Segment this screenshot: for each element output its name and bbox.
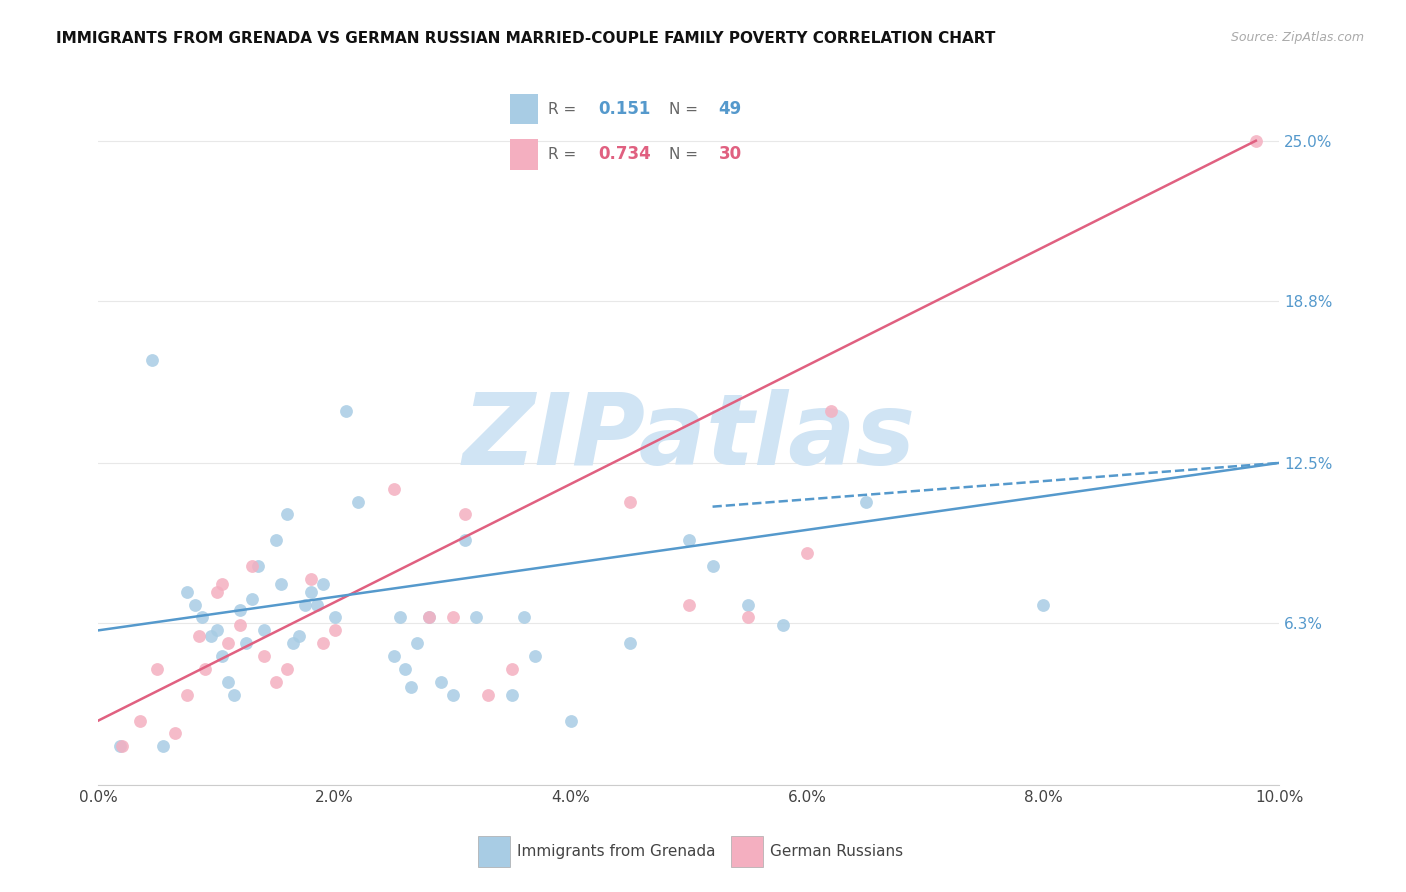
Point [312,636,335,650]
Point [323,624,346,638]
Point [288,628,311,642]
Point [224,688,246,702]
Point [205,584,228,599]
Point [524,649,547,664]
Text: ZIPatlas: ZIPatlas [463,389,915,485]
Point [418,610,440,624]
Point [1244,134,1267,148]
Text: Source: ZipAtlas.com: Source: ZipAtlas.com [1230,31,1364,45]
Point [176,688,198,702]
Text: 49: 49 [718,100,742,118]
Point [501,688,523,702]
Point [246,558,269,573]
Point [211,577,233,591]
Point [184,598,207,612]
Point [312,577,335,591]
Point [737,610,759,624]
Point [111,739,134,754]
Point [283,636,305,650]
Point [276,508,298,522]
Point [501,662,523,676]
Point [229,618,252,632]
Point [394,662,416,676]
Point [702,558,724,573]
Point [406,636,429,650]
Point [128,714,150,728]
Point [191,610,214,624]
Point [299,572,322,586]
Point [165,726,187,740]
Point [335,404,357,418]
Point [299,584,322,599]
Point [382,649,405,664]
Point [441,688,464,702]
Point [820,404,842,418]
Point [418,610,440,624]
Point [205,624,228,638]
Point [678,598,700,612]
Text: N =: N = [669,102,699,117]
Point [453,508,475,522]
Point [560,714,582,728]
Point [176,584,198,599]
Point [441,610,464,624]
Point [619,636,641,650]
Point [270,577,292,591]
Point [240,558,263,573]
Point [187,628,209,642]
Point [253,624,276,638]
Text: IMMIGRANTS FROM GRENADA VS GERMAN RUSSIAN MARRIED-COUPLE FAMILY POVERTY CORRELAT: IMMIGRANTS FROM GRENADA VS GERMAN RUSSIA… [56,31,995,46]
Point [253,649,276,664]
Point [1032,598,1054,612]
Text: 0.151: 0.151 [598,100,650,118]
Point [430,674,453,689]
Point [235,636,257,650]
Point [141,352,163,367]
Point [855,494,877,508]
Point [453,533,475,548]
Bar [731,837,762,867]
Point [152,739,174,754]
Point [678,533,700,548]
Point [211,649,233,664]
Point [477,688,499,702]
Point [240,592,263,607]
Point [465,610,488,624]
Point [512,610,534,624]
Point [200,628,222,642]
Point [619,494,641,508]
Point [388,610,411,624]
Point [401,680,423,694]
Point [264,674,287,689]
Point [217,674,239,689]
Point [305,598,328,612]
Text: R =: R = [548,102,576,117]
Bar [478,837,509,867]
Point [737,598,759,612]
Point [347,494,370,508]
Point [323,610,346,624]
Text: 0.734: 0.734 [598,145,651,163]
Bar [510,139,537,169]
Point [229,603,252,617]
Text: Immigrants from Grenada: Immigrants from Grenada [517,845,716,859]
Bar [510,94,537,124]
Point [382,482,405,496]
Point [194,662,217,676]
Point [772,618,794,632]
Point [146,662,169,676]
Point [264,533,287,548]
Text: R =: R = [548,146,576,161]
Point [217,636,239,650]
Point [108,739,131,754]
Text: N =: N = [669,146,699,161]
Point [294,598,316,612]
Text: 30: 30 [718,145,741,163]
Text: German Russians: German Russians [770,845,903,859]
Point [276,662,298,676]
Point [796,546,818,560]
